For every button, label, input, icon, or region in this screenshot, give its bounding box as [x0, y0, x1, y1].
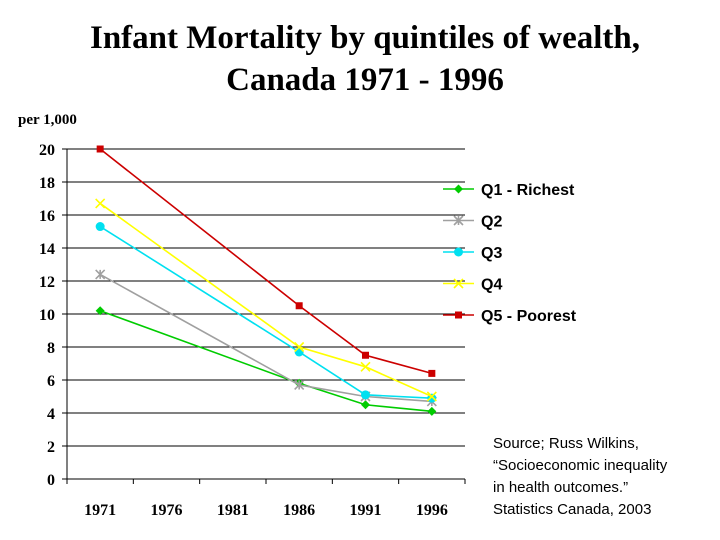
data-point: [427, 406, 437, 416]
source-line-3: in health outcomes.”: [493, 479, 628, 496]
y-tick-label: 14: [39, 241, 55, 258]
axes: [62, 148, 466, 484]
y-tick-label: 0: [47, 472, 55, 489]
y-tick-label: 4: [47, 406, 55, 423]
chart-title-line-1: Infant Mortality by quintiles of wealth,: [90, 20, 640, 56]
x-tick-labels: 1971 1976 1981 1986 1991 1996: [84, 502, 448, 519]
series-3: [95, 222, 437, 403]
series-group: [95, 145, 437, 416]
y-tick-label: 12: [39, 274, 55, 291]
y-tick-labels: 0 2 4 6 8 10 12 14 16 18 20: [39, 142, 55, 489]
data-point: [294, 379, 305, 391]
legend-swatch-marker: [455, 311, 462, 319]
series-line: [99, 273, 432, 403]
source-note: Source; Russ Wilkins, “Socioeconomic ine…: [493, 435, 668, 518]
legend: Q1 - Richest Q2 Q3 Q4 Q5 - Poorest: [443, 182, 577, 325]
source-line-4: Statistics Canada, 2003: [493, 501, 651, 518]
data-point: [294, 341, 305, 353]
legend-entry: Q2: [443, 214, 502, 231]
source-line-1: Source; Russ Wilkins,: [493, 435, 639, 452]
legend-entry: Q1 - Richest: [443, 182, 575, 199]
legend-swatch-marker: [454, 184, 463, 194]
legend-entry: Q4: [443, 277, 502, 294]
gridlines: [67, 148, 465, 447]
x-tick-label: 1996: [416, 502, 448, 519]
data-point: [95, 222, 105, 232]
source-line-2: “Socioeconomic inequality: [493, 457, 668, 474]
data-point: [96, 145, 104, 153]
series-5: [96, 145, 436, 377]
y-tick-label: 2: [47, 439, 55, 456]
y-tick-label: 18: [39, 175, 55, 192]
x-tick-label: 1971: [84, 502, 116, 519]
legend-label: Q2: [481, 214, 502, 231]
x-tick-label: 1991: [350, 502, 382, 519]
y-axis-unit-label: per 1,000: [18, 112, 77, 128]
legend-entry: Q3: [443, 245, 502, 262]
series-line: [99, 202, 433, 398]
x-tick-label: 1981: [217, 502, 249, 519]
data-point: [295, 302, 303, 310]
data-point: [361, 390, 370, 400]
y-tick-label: 8: [47, 340, 55, 357]
chart-title-line-2: Canada 1971 - 1996: [226, 62, 504, 98]
series-line: [99, 148, 433, 375]
data-point: [95, 306, 105, 316]
y-tick-label: 16: [39, 208, 55, 225]
data-point: [426, 391, 437, 402]
data-point: [362, 351, 369, 359]
legend-swatch-marker: [453, 278, 464, 289]
y-tick-label: 20: [39, 142, 55, 159]
y-tick-label: 6: [47, 373, 55, 390]
legend-label: Q3: [481, 245, 502, 262]
series-line: [99, 225, 432, 399]
legend-label: Q5 - Poorest: [481, 308, 577, 325]
series-line: [99, 309, 432, 413]
data-point: [428, 369, 436, 377]
data-point: [95, 269, 106, 280]
x-tick-label: 1986: [283, 502, 315, 519]
series-1: [95, 306, 437, 416]
x-tick-label: 1976: [151, 502, 183, 519]
data-point: [361, 400, 370, 410]
legend-swatch-marker: [453, 215, 464, 226]
legend-entry: Q5 - Poorest: [443, 308, 577, 325]
y-tick-label: 10: [39, 307, 55, 324]
legend-label: Q1 - Richest: [481, 182, 575, 199]
data-point: [95, 198, 106, 209]
legend-label: Q4: [481, 277, 502, 294]
data-point: [294, 347, 304, 357]
series-2: [95, 269, 437, 407]
legend-swatch-marker: [454, 247, 463, 257]
series-4: [95, 198, 437, 402]
data-point: [360, 361, 371, 372]
